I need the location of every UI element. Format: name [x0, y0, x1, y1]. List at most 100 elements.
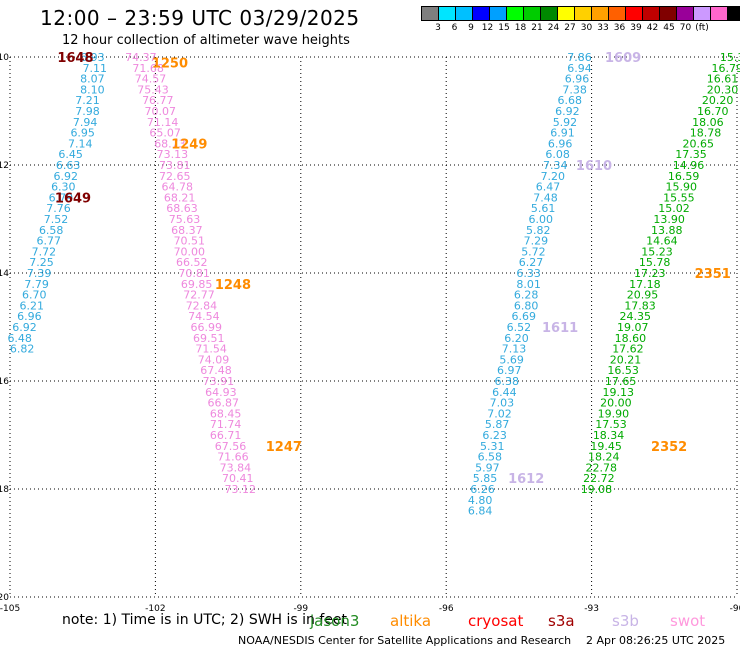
pass-time-label: 2352: [651, 440, 687, 455]
wave-height-value: 68.45: [210, 407, 242, 420]
wave-height-value: 20.20: [702, 94, 734, 107]
wave-height-value: 73.84: [220, 461, 252, 474]
x-tick-label: -96: [439, 604, 454, 614]
wave-height-value: 6.33: [516, 267, 541, 280]
wave-height-value: 6.45: [58, 148, 83, 161]
wave-height-value: 8.10: [80, 83, 105, 96]
color-scale-label: 70: [679, 23, 692, 33]
pass-time-label: 1648: [57, 51, 93, 66]
wave-height-value: 6.27: [519, 256, 544, 269]
legend-altika: altika: [390, 612, 432, 630]
wave-height-value: 6.70: [22, 289, 47, 302]
pass-time-label: 1250: [152, 56, 188, 71]
wave-height-value: 74.57: [135, 73, 167, 86]
legend-swot: swot: [670, 612, 706, 630]
wave-height-value: 6.96: [565, 73, 590, 86]
wave-height-value: 6.80: [514, 299, 539, 312]
x-tick-label: -102: [145, 604, 165, 614]
wave-height-value: 16.59: [668, 170, 700, 183]
wave-height-value: 7.11: [83, 62, 108, 75]
wave-height-value: 7.29: [524, 235, 549, 248]
wave-height-value: 16.70: [697, 105, 729, 118]
wave-height-value: 6.96: [17, 310, 42, 323]
wave-height-value: 70.07: [144, 105, 176, 118]
color-scale-legend: 3 6 9 12 15 18 21 24 27 30 33 36 39 42 45 70 (ft): [421, 6, 740, 35]
wave-height-value: 71.68: [132, 62, 164, 75]
wave-height-value: 6.91: [550, 127, 575, 140]
legend-jason3: jason3: [310, 612, 360, 630]
color-scale-label: 21: [531, 23, 543, 33]
pass-time-label: 2351: [695, 267, 731, 282]
y-tick-label: -14: [0, 269, 9, 279]
wave-height-value: 69.51: [193, 332, 225, 345]
pass-time-label: 1248: [215, 278, 251, 293]
wave-height-value: 6.96: [548, 137, 573, 150]
wave-height-value: 71.14: [147, 116, 179, 129]
wave-height-value: 20.21: [610, 353, 642, 366]
color-scale-label: 27: [564, 23, 576, 33]
footnote: note: 1) Time is in UTC; 2) SWH is in fe…: [62, 612, 348, 628]
wave-height-value: 7.25: [29, 256, 54, 269]
wave-height-value: 19.08: [581, 483, 613, 496]
wave-height-value: 17.53: [595, 418, 627, 431]
color-scale-label: 39: [630, 23, 642, 33]
wave-height-value: 73.81: [159, 159, 191, 172]
wave-height-value: 64.93: [205, 386, 237, 399]
wave-height-value: 66.87: [208, 397, 240, 410]
wave-height-value: 14.96: [673, 159, 705, 172]
wave-height-value: 72.77: [183, 289, 215, 302]
wave-height-value: 6.93: [80, 51, 105, 64]
wave-height-value: 17.35: [675, 148, 707, 161]
wave-height-value: 14.64: [646, 235, 678, 248]
wave-height-value: 19.07: [617, 321, 649, 334]
wave-height-value: 13.90: [653, 213, 685, 226]
pass-time-label: 1649: [55, 191, 91, 206]
color-scale-label: 36: [613, 23, 626, 33]
wave-height-value: 7.52: [44, 213, 69, 226]
wave-height-value: 70.00: [174, 245, 206, 258]
wave-height-value: 6.30: [51, 181, 76, 194]
wave-height-value: 73.12: [224, 483, 256, 496]
wave-height-value: 20.00: [600, 397, 632, 410]
pass-time-label: 1610: [576, 159, 612, 174]
color-scale-label: 18: [514, 23, 527, 33]
wave-height-value: 7.94: [73, 116, 98, 129]
wave-height-value: 6.69: [511, 310, 536, 323]
wave-height-value: 5.85: [473, 472, 498, 485]
page-subtitle: 12 hour collection of altimeter wave hei…: [62, 33, 350, 48]
wave-height-value: 22.78: [586, 461, 618, 474]
wave-height-value: 6.23: [482, 429, 507, 442]
wave-height-value: 72.84: [186, 299, 218, 312]
wave-height-value: 6.77: [37, 235, 62, 248]
wave-height-value: 16.79: [712, 62, 740, 75]
wave-height-value: 19.90: [598, 407, 630, 420]
wave-height-value: 66.99: [191, 321, 223, 334]
wave-height-value: 16.53: [607, 364, 639, 377]
wave-height-value: 13.88: [651, 224, 683, 237]
wave-height-value: 67.48: [200, 364, 232, 377]
wave-height-value: 5.69: [499, 353, 524, 366]
wave-height-value: 6.58: [39, 224, 64, 237]
color-scale-label: 9: [468, 23, 474, 33]
wave-height-value: 5.87: [485, 418, 510, 431]
wave-height-value: 71.66: [217, 451, 249, 464]
wave-height-value: 66.71: [210, 429, 242, 442]
wave-height-value: 20.30: [707, 83, 739, 96]
color-scale-box: [727, 6, 740, 21]
wave-height-value: 69.85: [181, 278, 213, 291]
wave-height-value: 15.78: [639, 256, 671, 269]
wave-height-value: 76.77: [142, 94, 174, 107]
y-tick-label: -18: [0, 485, 9, 495]
wave-height-value: 6.68: [558, 94, 583, 107]
wave-height-value: 6.58: [478, 451, 503, 464]
wave-height-value: 8.01: [516, 278, 541, 291]
wave-height-value: 74.37: [125, 51, 157, 64]
y-tick-label: -20: [0, 593, 9, 603]
wave-height-value: 17.62: [612, 343, 644, 356]
wave-height-value: 17.23: [634, 267, 666, 280]
wave-height-value: 7.39: [27, 267, 52, 280]
wave-height-value: 67.56: [215, 440, 247, 453]
wave-height-value: 6.82: [10, 343, 35, 356]
